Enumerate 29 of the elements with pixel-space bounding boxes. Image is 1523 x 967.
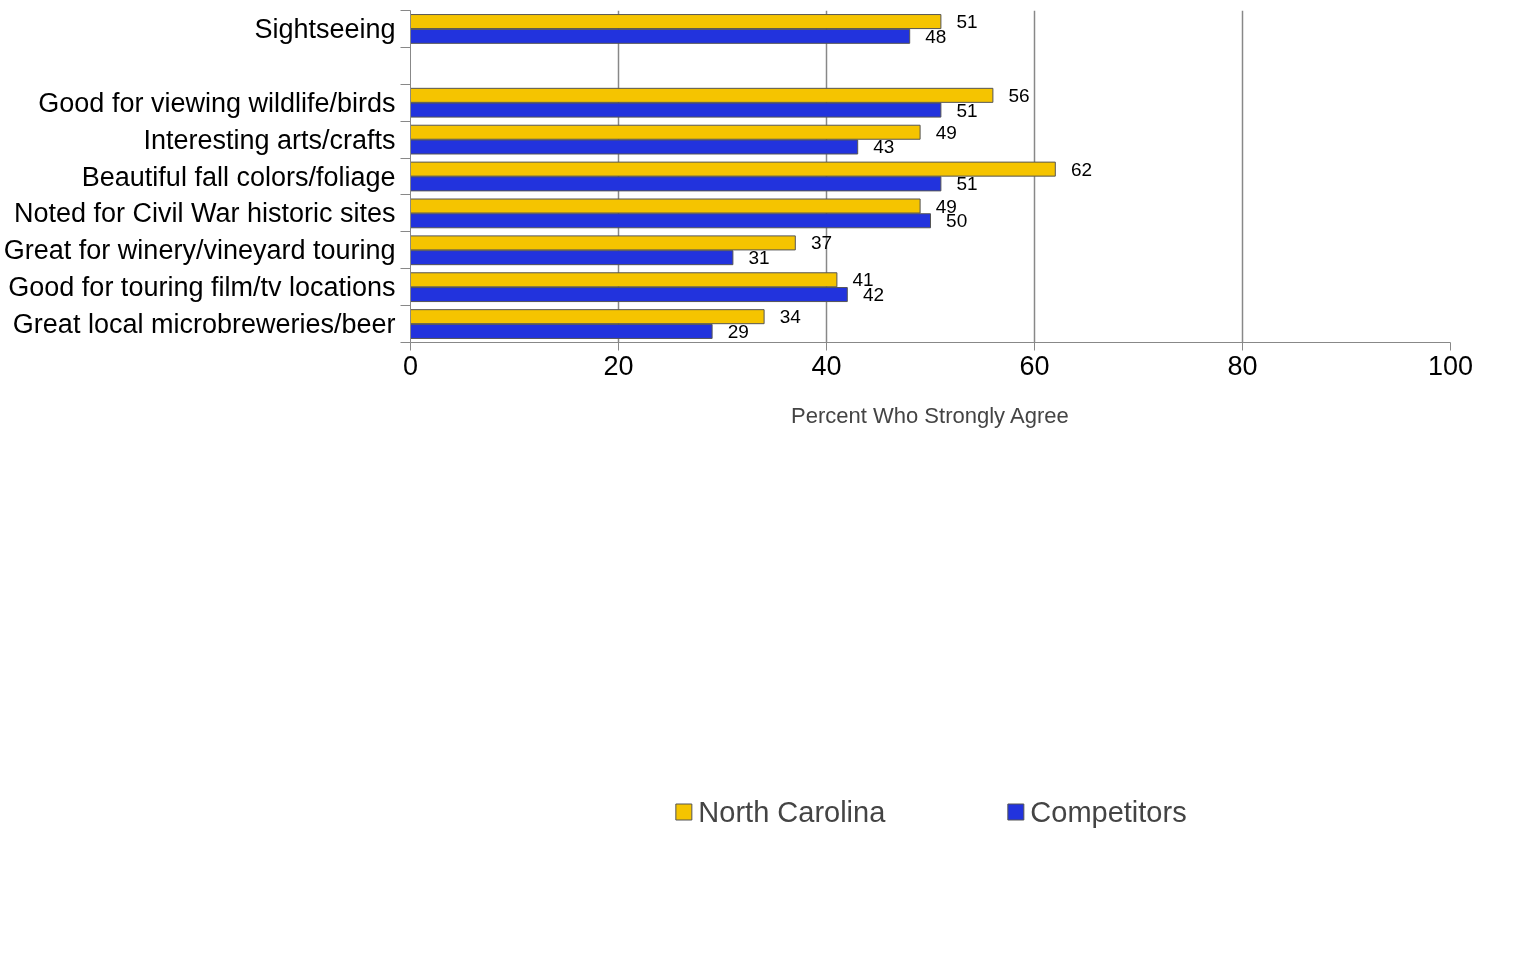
data-label: 43 [873, 136, 895, 158]
data-label: 48 [925, 25, 947, 47]
data-label: 49 [935, 121, 957, 143]
y-tick-label: Good for viewing wildlife/birds [38, 87, 396, 118]
x-tick-label: 40 [811, 350, 842, 381]
y-tick-label: Great local microbreweries/beer [12, 309, 396, 340]
x-tick-label: 80 [1227, 350, 1258, 381]
data-label: 51 [956, 99, 978, 121]
data-label: 37 [810, 232, 833, 254]
y-tick-label: Good for touring film/tv locations [8, 272, 396, 303]
data-label: 56 [1008, 84, 1030, 106]
y-tick-label: Interesting arts/crafts [143, 124, 396, 155]
data-label: 62 [1070, 158, 1093, 180]
legend-label: Competitors [1030, 795, 1187, 829]
x-tick-label: 60 [1019, 350, 1050, 381]
x-axis-title: Percent Who Strongly Agree [791, 402, 1069, 428]
data-label: 29 [727, 320, 749, 342]
data-label: 31 [748, 247, 770, 269]
x-tick-label: 20 [603, 350, 634, 381]
y-tick-label: Great for winery/vineyard touring [3, 235, 396, 266]
y-tick-label: Noted for Civil War historic sites [13, 198, 396, 229]
x-tick-label: 0 [402, 350, 419, 381]
data-label: 51 [956, 11, 978, 33]
data-label: 51 [956, 173, 978, 195]
legend-label: North Carolina [698, 795, 886, 829]
data-label: 34 [779, 306, 802, 328]
y-tick-label: Sightseeing [254, 13, 396, 44]
x-tick-label: 100 [1427, 350, 1474, 381]
y-tick-label: Beautiful fall colors/foliage [81, 161, 396, 192]
